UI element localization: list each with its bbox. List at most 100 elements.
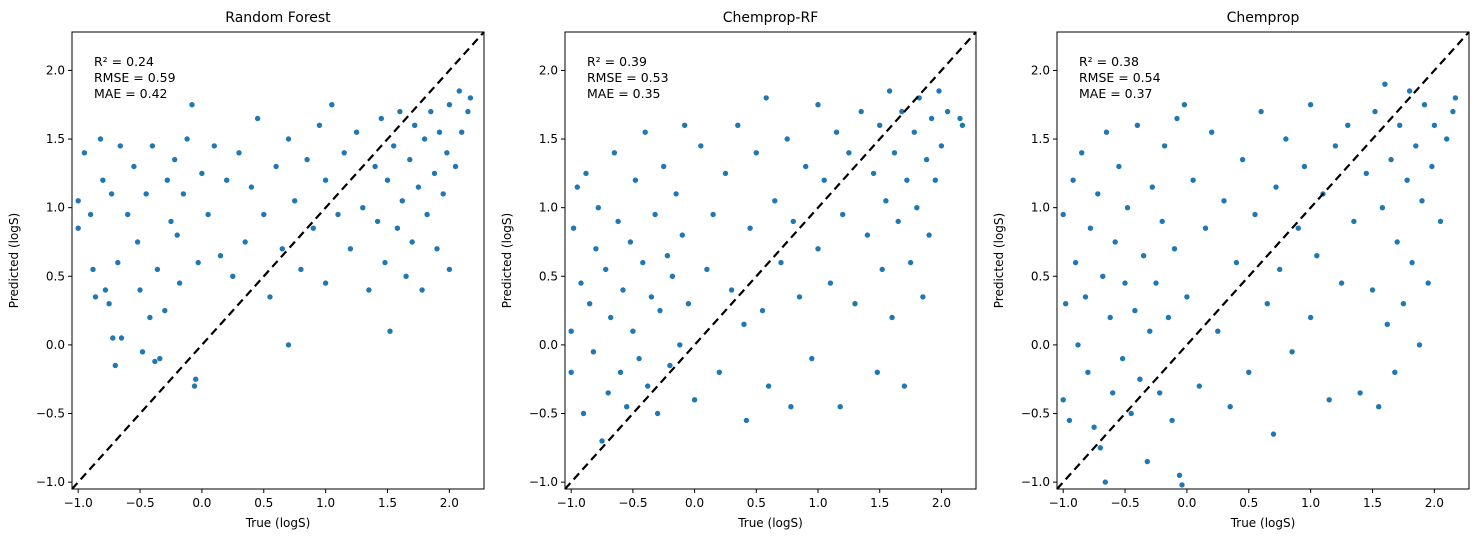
panel-title: Chemprop-RF bbox=[723, 10, 819, 26]
scatter-point bbox=[1384, 320, 1391, 328]
scatter-point bbox=[396, 108, 404, 115]
y-tick-label: 1.5 bbox=[46, 132, 65, 146]
scatter-point bbox=[681, 122, 689, 129]
y-tick-label: 1.0 bbox=[46, 201, 65, 215]
scatter-point bbox=[651, 211, 659, 218]
scatter-point bbox=[328, 101, 336, 108]
y-axis-label: Predicted (logS) bbox=[992, 213, 1006, 308]
metric-annotation: R² = 0.24 bbox=[94, 54, 154, 69]
scatter-point bbox=[664, 252, 671, 259]
scatter-point bbox=[1208, 128, 1215, 136]
scatter-point bbox=[278, 245, 286, 253]
scatter-point bbox=[627, 238, 634, 246]
scatter-point bbox=[1307, 314, 1314, 321]
scatter-point bbox=[672, 190, 680, 198]
scatter-point bbox=[1173, 115, 1181, 122]
scatter-point bbox=[1178, 481, 1186, 489]
scatter-point bbox=[886, 87, 893, 95]
scatter-point bbox=[1111, 238, 1119, 246]
scatter-point bbox=[436, 128, 443, 136]
scatter-point bbox=[398, 197, 406, 205]
scatter-point bbox=[1066, 417, 1073, 424]
scatter-point bbox=[1313, 252, 1321, 259]
scatter-point bbox=[204, 211, 212, 218]
scatter-point bbox=[1381, 80, 1389, 88]
scatter-point bbox=[156, 355, 164, 362]
scatter-point bbox=[833, 128, 840, 136]
scatter-point bbox=[1087, 224, 1094, 232]
metric-annotation: MAE = 0.42 bbox=[94, 86, 168, 101]
scatter-point bbox=[808, 355, 816, 362]
scatter-point bbox=[217, 252, 224, 259]
scatter-point bbox=[1369, 286, 1376, 294]
scatter-point bbox=[857, 108, 865, 115]
scatter-point bbox=[1165, 314, 1172, 321]
scatter-point bbox=[765, 382, 772, 390]
scatter-point bbox=[1338, 279, 1345, 287]
scatter-point bbox=[1078, 149, 1085, 157]
scatter-point bbox=[1272, 183, 1280, 191]
scatter-point bbox=[1127, 410, 1135, 417]
scatter-point bbox=[359, 204, 367, 211]
scatter-point bbox=[743, 417, 750, 424]
y-tick-label: 0.0 bbox=[1031, 338, 1050, 352]
x-tick-label: 1.0 bbox=[316, 496, 335, 510]
scatter-point bbox=[656, 307, 664, 314]
scatter-point bbox=[260, 211, 268, 218]
plot-frame bbox=[564, 31, 977, 490]
scatter-point bbox=[1144, 458, 1151, 465]
scatter-point bbox=[191, 382, 198, 390]
scatter-point bbox=[1325, 396, 1333, 404]
scatter-point bbox=[1307, 101, 1314, 108]
scatter-point bbox=[1245, 368, 1253, 376]
scatter-point bbox=[211, 142, 218, 150]
scatter-point bbox=[660, 163, 668, 170]
scatter-point bbox=[1124, 204, 1131, 211]
scatter-point bbox=[1140, 252, 1147, 259]
scatter-point bbox=[882, 197, 890, 205]
scatter-point bbox=[254, 115, 261, 122]
scatter-point bbox=[740, 320, 748, 328]
scatter-point bbox=[567, 368, 575, 376]
scatter-point bbox=[1421, 101, 1428, 108]
x-tick-label: 1.0 bbox=[808, 496, 827, 510]
scatter-point bbox=[340, 149, 348, 157]
scatter-point bbox=[891, 149, 898, 157]
scatter-point bbox=[374, 218, 381, 225]
scatter-point bbox=[81, 149, 88, 157]
y-tick-label: −0.5 bbox=[1021, 407, 1050, 421]
scatter-point bbox=[421, 135, 428, 143]
scatter-point bbox=[839, 211, 847, 218]
scatter-point bbox=[149, 142, 156, 150]
scatter-point bbox=[604, 389, 612, 397]
scatter-point bbox=[266, 293, 274, 301]
scatter-point bbox=[173, 231, 181, 239]
scatter-point bbox=[894, 218, 902, 225]
scatter-point bbox=[814, 101, 822, 108]
scatter-point bbox=[1437, 218, 1444, 225]
scatter-point bbox=[759, 307, 766, 314]
y-tick-label: −0.5 bbox=[529, 407, 558, 421]
scatter-point bbox=[134, 238, 141, 246]
scatter-point bbox=[903, 176, 911, 184]
x-tick-label: −0.5 bbox=[618, 496, 647, 510]
plot-frame bbox=[71, 31, 485, 490]
scatter-point bbox=[151, 358, 159, 365]
metric-annotation: RMSE = 0.54 bbox=[1079, 70, 1161, 85]
scatter-point bbox=[573, 183, 581, 191]
scatter-point bbox=[74, 224, 82, 232]
scatter-point bbox=[913, 204, 921, 211]
scatter-point bbox=[876, 122, 884, 129]
scatter-point bbox=[433, 245, 441, 253]
scatter-point bbox=[443, 149, 451, 157]
scatter-point bbox=[619, 286, 627, 294]
scatter-point bbox=[446, 266, 453, 273]
x-tick-label: −1.0 bbox=[64, 496, 93, 510]
scatter-point bbox=[644, 382, 652, 390]
scatter-point bbox=[956, 115, 964, 122]
panel-title: Random Forest bbox=[225, 10, 331, 26]
scatter-point bbox=[771, 197, 779, 205]
scatter-point bbox=[285, 341, 292, 349]
scatter-point bbox=[814, 245, 822, 253]
scatter-point bbox=[285, 135, 292, 143]
